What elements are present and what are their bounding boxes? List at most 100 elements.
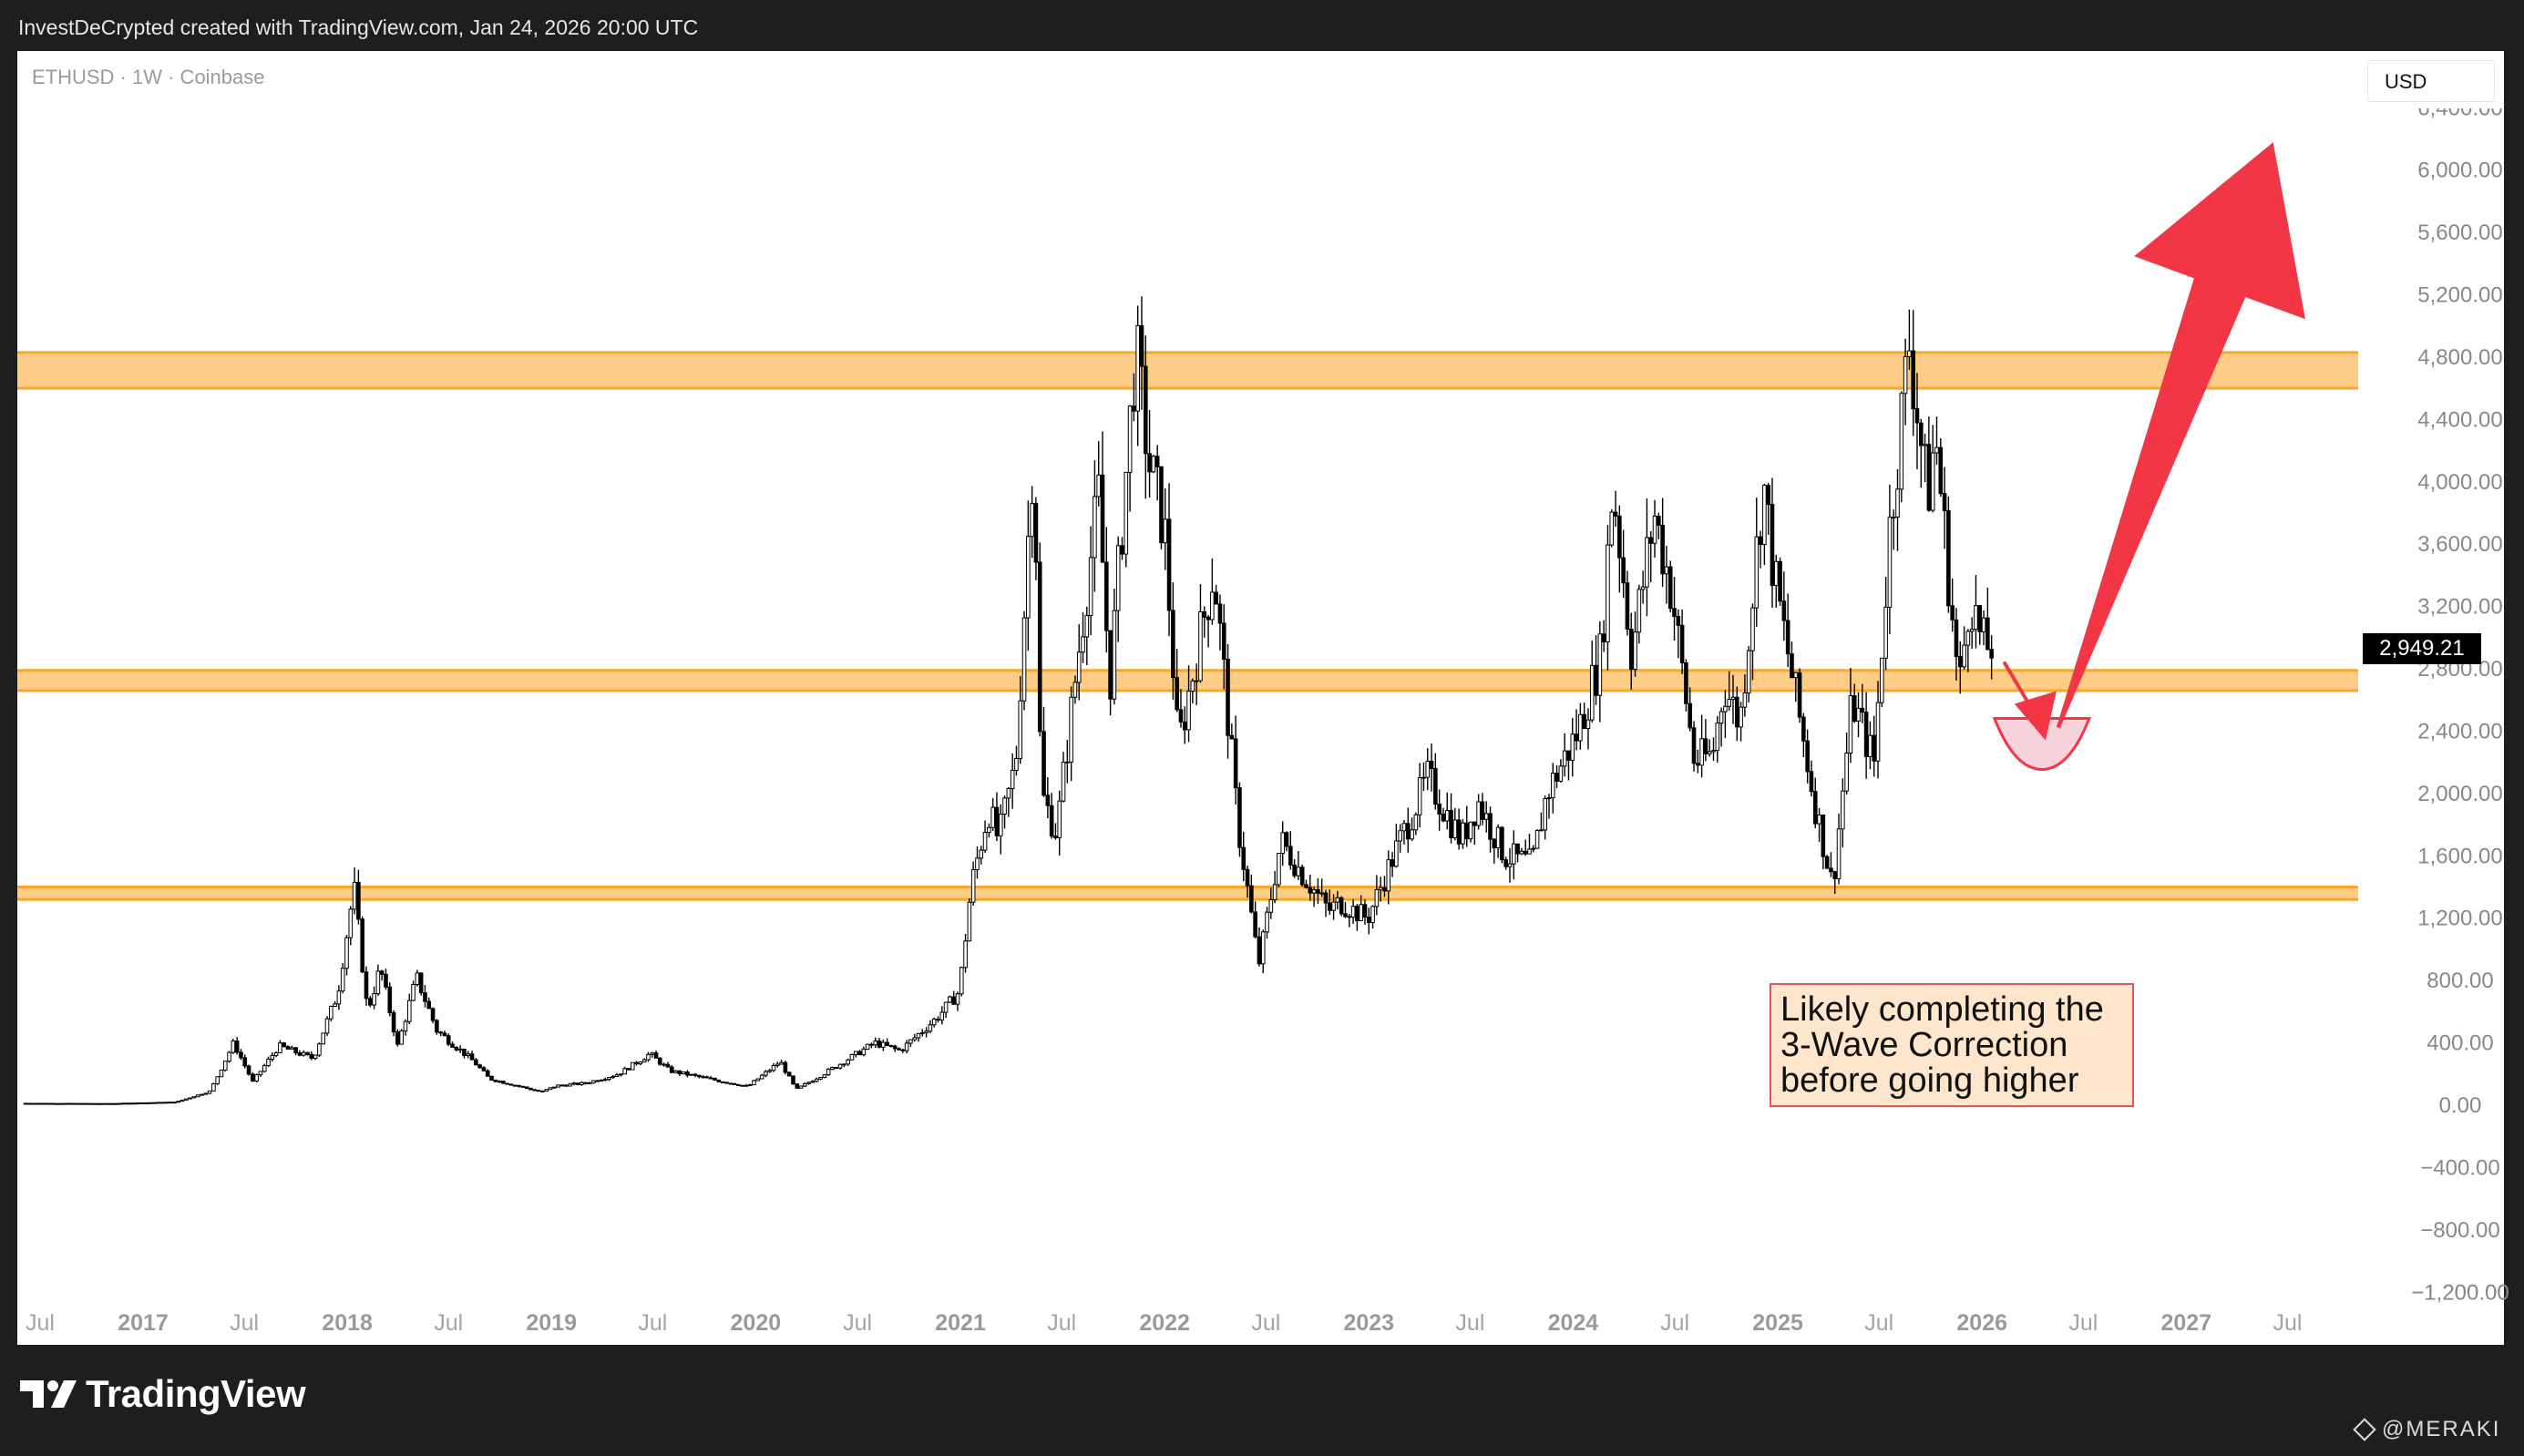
- candle: [556, 1084, 560, 1088]
- tradingview-logo[interactable]: TradingView: [20, 1372, 306, 1416]
- candle: [1844, 733, 1849, 795]
- candle-body: [575, 1082, 580, 1085]
- candle: [113, 1102, 118, 1105]
- candle: [493, 1079, 498, 1082]
- candle: [1597, 620, 1603, 723]
- candle-body: [1746, 650, 1751, 694]
- candle-body: [38, 1102, 44, 1105]
- candle-body: [313, 1054, 318, 1060]
- candle: [1543, 795, 1547, 840]
- candle-body: [551, 1086, 557, 1089]
- candle: [246, 1064, 251, 1076]
- time-tick-label: Jul: [26, 1310, 55, 1336]
- candle-body: [273, 1051, 279, 1056]
- candle: [50, 1102, 56, 1105]
- candle-body: [234, 1041, 240, 1053]
- candle-body: [101, 1102, 107, 1105]
- candle: [551, 1086, 557, 1089]
- price-tick-label: 4,400.00: [2417, 407, 2502, 432]
- candle-body: [1883, 606, 1888, 659]
- up-arrow[interactable]: [2057, 142, 2305, 729]
- candle: [239, 1049, 243, 1061]
- candle: [599, 1079, 604, 1082]
- candle: [704, 1075, 710, 1079]
- candle: [1589, 641, 1595, 723]
- price-band-3[interactable]: [17, 887, 2358, 900]
- candle: [133, 1102, 138, 1105]
- candle: [798, 1085, 804, 1089]
- down-arrow-head[interactable]: [2014, 691, 2057, 741]
- candle-body: [1617, 515, 1622, 559]
- candle: [1594, 635, 1598, 705]
- annotation-box[interactable]: Likely completing the 3-Wave Correction …: [1770, 983, 2134, 1107]
- candle: [1175, 649, 1179, 713]
- candle: [474, 1057, 478, 1066]
- candle-body: [803, 1082, 807, 1087]
- candle-body: [1534, 829, 1540, 849]
- candle-body: [602, 1079, 608, 1082]
- candle: [1135, 305, 1140, 446]
- candle-body: [1331, 901, 1336, 911]
- candle-body: [1667, 566, 1673, 610]
- candle: [219, 1069, 224, 1078]
- candle-body: [367, 998, 373, 1006]
- candle-body: [775, 1063, 780, 1066]
- candle: [920, 1029, 925, 1037]
- annotation-line-2: 3-Wave Correction: [1780, 1026, 2068, 1064]
- candle: [1773, 554, 1779, 608]
- candle-body: [1433, 768, 1438, 805]
- candle: [1554, 764, 1559, 788]
- price-band-2[interactable]: [17, 670, 2358, 692]
- candle: [207, 1090, 212, 1094]
- candle-body: [1628, 629, 1634, 671]
- candle: [1883, 577, 1888, 671]
- candle-body: [590, 1080, 596, 1084]
- price-axis[interactable]: 6,400.006,000.005,600.005,200.004,800.00…: [2360, 51, 2509, 1345]
- candle-body: [411, 983, 416, 1001]
- candle: [282, 1041, 287, 1048]
- candle: [885, 1038, 889, 1047]
- candle: [117, 1102, 122, 1105]
- candle-body: [251, 1073, 255, 1082]
- candle: [438, 1030, 443, 1037]
- candle-body: [1636, 589, 1642, 633]
- candle-body: [172, 1102, 177, 1104]
- price-tick-label: 2,400.00: [2417, 719, 2502, 743]
- price-chart[interactable]: 6,400.006,000.005,600.005,200.004,800.00…: [0, 0, 2524, 1345]
- candle: [462, 1048, 467, 1059]
- candle: [1836, 813, 1842, 885]
- candle: [1742, 674, 1748, 717]
- price-band-1[interactable]: [17, 352, 2358, 389]
- candle-body: [485, 1070, 490, 1077]
- candle: [1821, 814, 1826, 870]
- candle: [1021, 610, 1027, 711]
- candle-body: [759, 1074, 764, 1080]
- candle-body: [35, 1102, 40, 1105]
- candle-body: [1405, 823, 1411, 840]
- candle-body: [1135, 324, 1140, 412]
- candle: [943, 1001, 949, 1018]
- target-zone[interactable]: [1992, 716, 2092, 771]
- candle-body: [55, 1102, 59, 1105]
- candle: [752, 1080, 756, 1086]
- candle-body: [309, 1053, 314, 1060]
- candle: [904, 1040, 909, 1054]
- time-tick-label: Jul: [230, 1310, 259, 1336]
- candle: [1891, 509, 1896, 550]
- candle: [423, 985, 427, 1008]
- candle: [544, 1089, 549, 1092]
- currency-selector[interactable]: USD: [2367, 60, 2495, 102]
- author-watermark: @MERAKI: [2353, 1417, 2500, 1442]
- candle-body: [1265, 911, 1269, 933]
- candle-body: [1684, 662, 1688, 704]
- candle-body: [1214, 591, 1218, 605]
- time-axis[interactable]: Jul 2017 Jul 2018 Jul 2019 Jul 2020 Jul 2021 Jul 20…: [26, 1310, 2302, 1336]
- candle-body: [1100, 474, 1105, 563]
- chart-frame[interactable]: [17, 51, 2504, 1345]
- candle-body: [1562, 750, 1567, 767]
- candle: [1534, 829, 1540, 849]
- candle-body: [806, 1082, 811, 1084]
- candle: [106, 1102, 110, 1105]
- candle: [1366, 907, 1371, 935]
- tradingview-logo-icon: [20, 1380, 77, 1408]
